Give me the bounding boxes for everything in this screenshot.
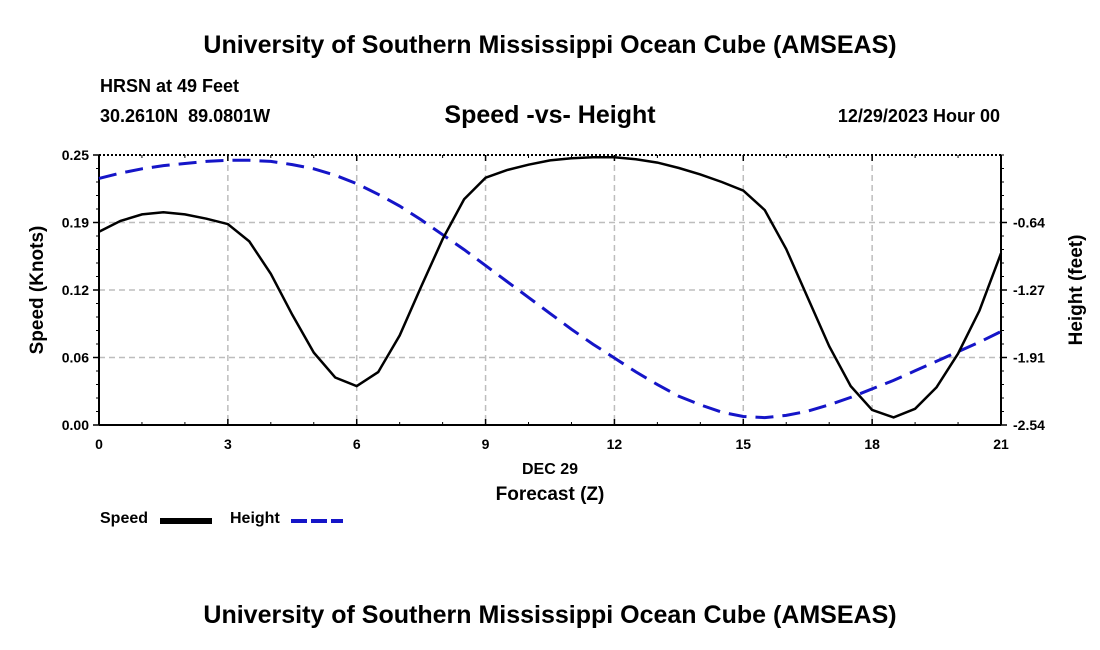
y-right-tick-label: -1.91 — [1013, 350, 1045, 366]
x-tick-label: 9 — [482, 436, 490, 452]
x-tick-label: 3 — [224, 436, 232, 452]
coordinates-label: 30.2610N 89.0801W — [100, 106, 271, 126]
x-date-label: DEC 29 — [522, 461, 578, 478]
legend-speed-swatch — [160, 518, 212, 524]
y-left-tick-label: 0.00 — [62, 417, 89, 433]
y-left-tick-label: 0.06 — [62, 350, 89, 366]
chart-title: Speed -vs- Height — [444, 101, 656, 129]
footer-title: University of Southern Mississippi Ocean… — [203, 601, 897, 629]
datetime-label: 12/29/2023 Hour 00 — [837, 106, 1000, 126]
x-tick-label: 0 — [95, 436, 103, 452]
x-axis-label: Forecast (Z) — [496, 484, 605, 505]
main-title: University of Southern Mississippi Ocean… — [203, 31, 897, 59]
x-tick-label: 15 — [735, 436, 751, 452]
legend-height-label: Height — [230, 510, 280, 527]
y-right-tick-label: -1.27 — [1013, 282, 1045, 298]
y-left-tick-label: 0.25 — [62, 147, 89, 163]
height-series-line — [98, 158, 1002, 420]
legend-speed-label: Speed — [100, 510, 149, 527]
y-left-tick-label: 0.19 — [62, 215, 89, 231]
y-right-tick-label: -0.64 — [1013, 215, 1045, 231]
x-tick-label: 18 — [864, 436, 880, 452]
x-tick-label: 6 — [353, 436, 361, 452]
ticks — [93, 154, 1007, 426]
y-right-axis-label: Height (feet) — [1066, 235, 1087, 346]
station-label: HRSN at 49 Feet — [100, 76, 240, 96]
x-tick-label: 21 — [993, 436, 1009, 452]
speed-series-line — [98, 155, 1003, 419]
y-right-tick-label: -2.54 — [1013, 417, 1045, 433]
y-left-axis-label: Speed (Knots) — [27, 226, 48, 355]
y-left-tick-label: 0.12 — [62, 282, 89, 298]
tick-labels: 0 3 6 9 12 15 18 21 0.00 0.06 0.12 0.19 0.25 -2.54 -1.… — [62, 147, 1045, 452]
grid — [99, 155, 1001, 425]
x-tick-label: 12 — [607, 436, 623, 452]
legend-height-swatch — [291, 519, 343, 523]
